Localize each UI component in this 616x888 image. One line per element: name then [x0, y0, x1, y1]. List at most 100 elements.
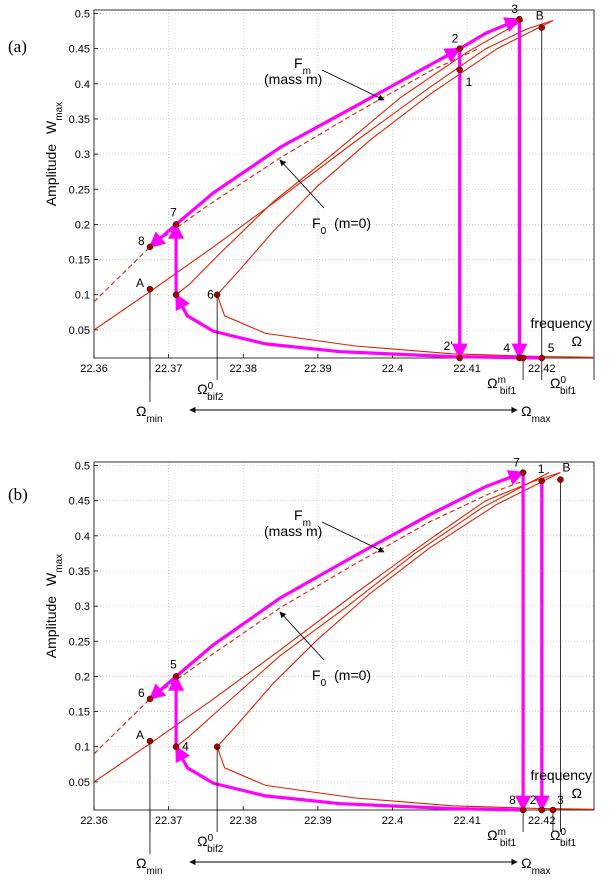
y-tick-label: 0.5 [75, 9, 90, 21]
y-tick-label: 0.25 [69, 184, 90, 196]
path-segment [148, 674, 178, 701]
point-label: 7 [513, 456, 520, 470]
point-marker [549, 806, 557, 814]
y-tick-label: 0.2 [75, 671, 90, 683]
frequency-label: frequency [531, 315, 592, 331]
omega-bif1-0-label: Ω0 bif1 [550, 827, 577, 849]
fm-arrow [321, 521, 385, 553]
frequency-label: frequency [531, 767, 592, 783]
y-axis-label: AmplitudeWmax [43, 102, 65, 206]
series-line-unstable [216, 20, 595, 358]
y-tick-label: 0.5 [75, 461, 90, 473]
series-line-upper [93, 19, 554, 331]
omega-bif2-0-label: Ω0 bif2 [197, 833, 224, 855]
point-marker [146, 737, 154, 745]
y-tick-label: 0.25 [69, 636, 90, 648]
y-tick-label: 0.05 [69, 325, 90, 337]
panel-label: (a) [8, 37, 27, 56]
point-label: 4 [182, 740, 189, 754]
x-tick-label: 22.42 [528, 815, 556, 827]
series-line-upper [93, 48, 479, 303]
path-segment [174, 745, 525, 812]
y-tick-label: 0.05 [69, 777, 90, 789]
panel-b: 22.36 22.37 22.38 22.39 22.4 22.41 22.42 0.05 0.… [8, 456, 595, 877]
x-tick-label: 22.4 [382, 363, 403, 375]
f0-label: F0 (m=0) [312, 215, 371, 237]
omega-bif1m-label: Ωm bif1 [487, 827, 516, 849]
point-marker [456, 354, 463, 362]
y-tick-label: 0.35 [69, 566, 90, 578]
fm-note: (mass m) [264, 71, 322, 87]
series-line-unstable [175, 472, 550, 748]
point-label: B [536, 9, 544, 23]
point-marker [146, 243, 154, 251]
y-tick-label: 0.4 [75, 531, 90, 543]
x-tick-label: 22.37 [155, 363, 183, 375]
omega-bif2-0-label: Ω0 bif2 [197, 381, 224, 403]
point-marker [456, 45, 463, 52]
omega-bif1m-label: Ωm bif1 [487, 375, 516, 397]
point-marker [172, 221, 180, 228]
fm-label: Fm [294, 55, 311, 77]
point-label: 3 [557, 793, 564, 807]
fm-arrow [321, 69, 385, 101]
x-tick-label: 22.39 [304, 363, 332, 375]
y-tick-label: 0.4 [75, 79, 90, 91]
point-marker [538, 24, 546, 31]
point-marker [456, 66, 463, 74]
y-tick-label: 0.1 [75, 290, 90, 302]
point-marker [519, 806, 527, 814]
omega-min-label: Ωmin [136, 855, 163, 877]
point-label: 8 [509, 793, 516, 807]
omega-min-label: Ωmin [136, 403, 163, 425]
f0-arrow [279, 611, 325, 661]
y-tick-label: 0.3 [75, 601, 90, 613]
path-segment [174, 47, 462, 226]
point-label: 2 [530, 793, 537, 807]
path-segment [458, 17, 521, 51]
y-tick-label: 0.3 [75, 149, 90, 161]
y-tick-label: 0.1 [75, 742, 90, 754]
x-tick-label: 22.41 [453, 815, 481, 827]
omega-bif1-0-label: Ω0 bif1 [550, 375, 577, 397]
x-tick-label: 22.41 [453, 363, 481, 375]
y-tick-label: 0.15 [69, 707, 90, 719]
x-tick-label: 22.38 [229, 815, 257, 827]
plot-frame [93, 9, 595, 359]
point-marker [146, 695, 154, 703]
point-label: A [136, 728, 144, 742]
y-axis-label: AmplitudeWmax [43, 554, 65, 658]
fm-note: (mass m) [264, 523, 322, 539]
point-label: 3 [511, 2, 518, 16]
point-marker [557, 476, 564, 483]
point-marker [172, 673, 180, 680]
point-marker [538, 477, 546, 485]
point-label: 6 [207, 288, 214, 302]
path-segment [174, 293, 544, 360]
point-label: 6 [138, 686, 145, 700]
point-marker [172, 743, 180, 750]
x-tick-label: 22.4 [382, 815, 403, 827]
point-label: 5 [548, 341, 555, 355]
point-marker [516, 15, 523, 23]
series-line-unstable [216, 472, 595, 810]
x-tick-label: 22.38 [229, 363, 257, 375]
y-tick-label: 0.2 [75, 219, 90, 231]
point-label: 4 [503, 341, 510, 355]
f0-label: F0 (m=0) [312, 667, 371, 689]
point-marker [538, 806, 546, 814]
x-tick-label: 22.36 [80, 363, 108, 375]
x-tick-label: 22.36 [80, 815, 108, 827]
x-tick-label: 22.39 [304, 815, 332, 827]
frequency-symbol: Ω [572, 785, 582, 801]
point-label: B [562, 461, 570, 475]
point-marker [538, 354, 546, 362]
panel-a: 22.36 22.37 22.38 22.39 22.4 22.41 22.420.050.… [8, 2, 595, 425]
y-tick-label: 0.45 [69, 496, 90, 508]
y-tick-label: 0.15 [69, 255, 90, 267]
plot-frame [93, 461, 595, 811]
point-marker [146, 285, 154, 293]
point-label: 1 [466, 75, 473, 89]
point-label: 2' [444, 339, 453, 353]
